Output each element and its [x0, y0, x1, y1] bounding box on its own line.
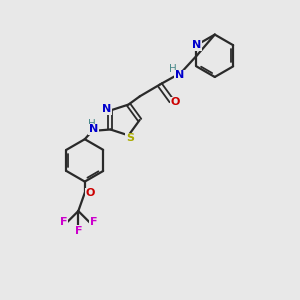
Text: O: O: [85, 188, 95, 198]
Text: N: N: [192, 40, 201, 50]
Text: F: F: [60, 218, 67, 227]
Text: O: O: [171, 97, 180, 107]
Text: S: S: [126, 133, 134, 143]
Text: N: N: [89, 124, 98, 134]
Text: H: H: [169, 64, 176, 74]
Text: H: H: [88, 119, 96, 130]
Text: F: F: [75, 226, 82, 236]
Text: F: F: [89, 218, 97, 227]
Text: N: N: [175, 70, 184, 80]
Text: N: N: [102, 104, 112, 114]
